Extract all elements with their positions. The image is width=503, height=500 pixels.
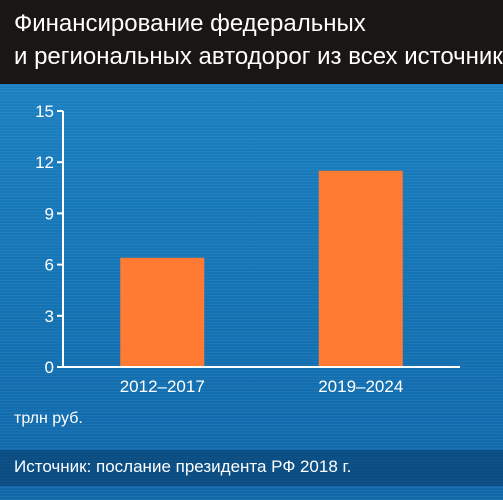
x-tick-label-1: 2019–2024 [318, 377, 403, 396]
y-tick-label-3: 9 [45, 204, 54, 223]
source-note: Источник: послание президента РФ 2018 г. [14, 457, 352, 476]
x-tick-label-0: 2012–2017 [120, 377, 205, 396]
y-axis-ticks: 0 3 6 9 12 15 [35, 102, 63, 377]
x-axis-labels: 2012–2017 2019–2024 [120, 377, 404, 396]
y-tick-label-0: 0 [45, 358, 54, 377]
source-bar [0, 450, 503, 486]
y-tick-label-1: 3 [45, 307, 54, 326]
bar-chart: 0 3 6 9 12 15 2012–2017 2019–2024 [35, 102, 460, 396]
bars [120, 170, 403, 367]
chart-title-line-2: и региональных автодорог из всех источни… [14, 43, 503, 70]
y-tick-label-4: 12 [35, 153, 54, 172]
bar-1 [318, 170, 403, 367]
bar-0 [120, 257, 205, 367]
y-tick-label-5: 15 [35, 102, 54, 121]
y-tick-label-2: 6 [45, 256, 54, 275]
chart-title-line-1: Финансирование федеральных [14, 10, 366, 37]
unit-label: трлн руб. [14, 410, 83, 427]
title-bar: Финансирование федеральных и региональны… [0, 0, 503, 84]
